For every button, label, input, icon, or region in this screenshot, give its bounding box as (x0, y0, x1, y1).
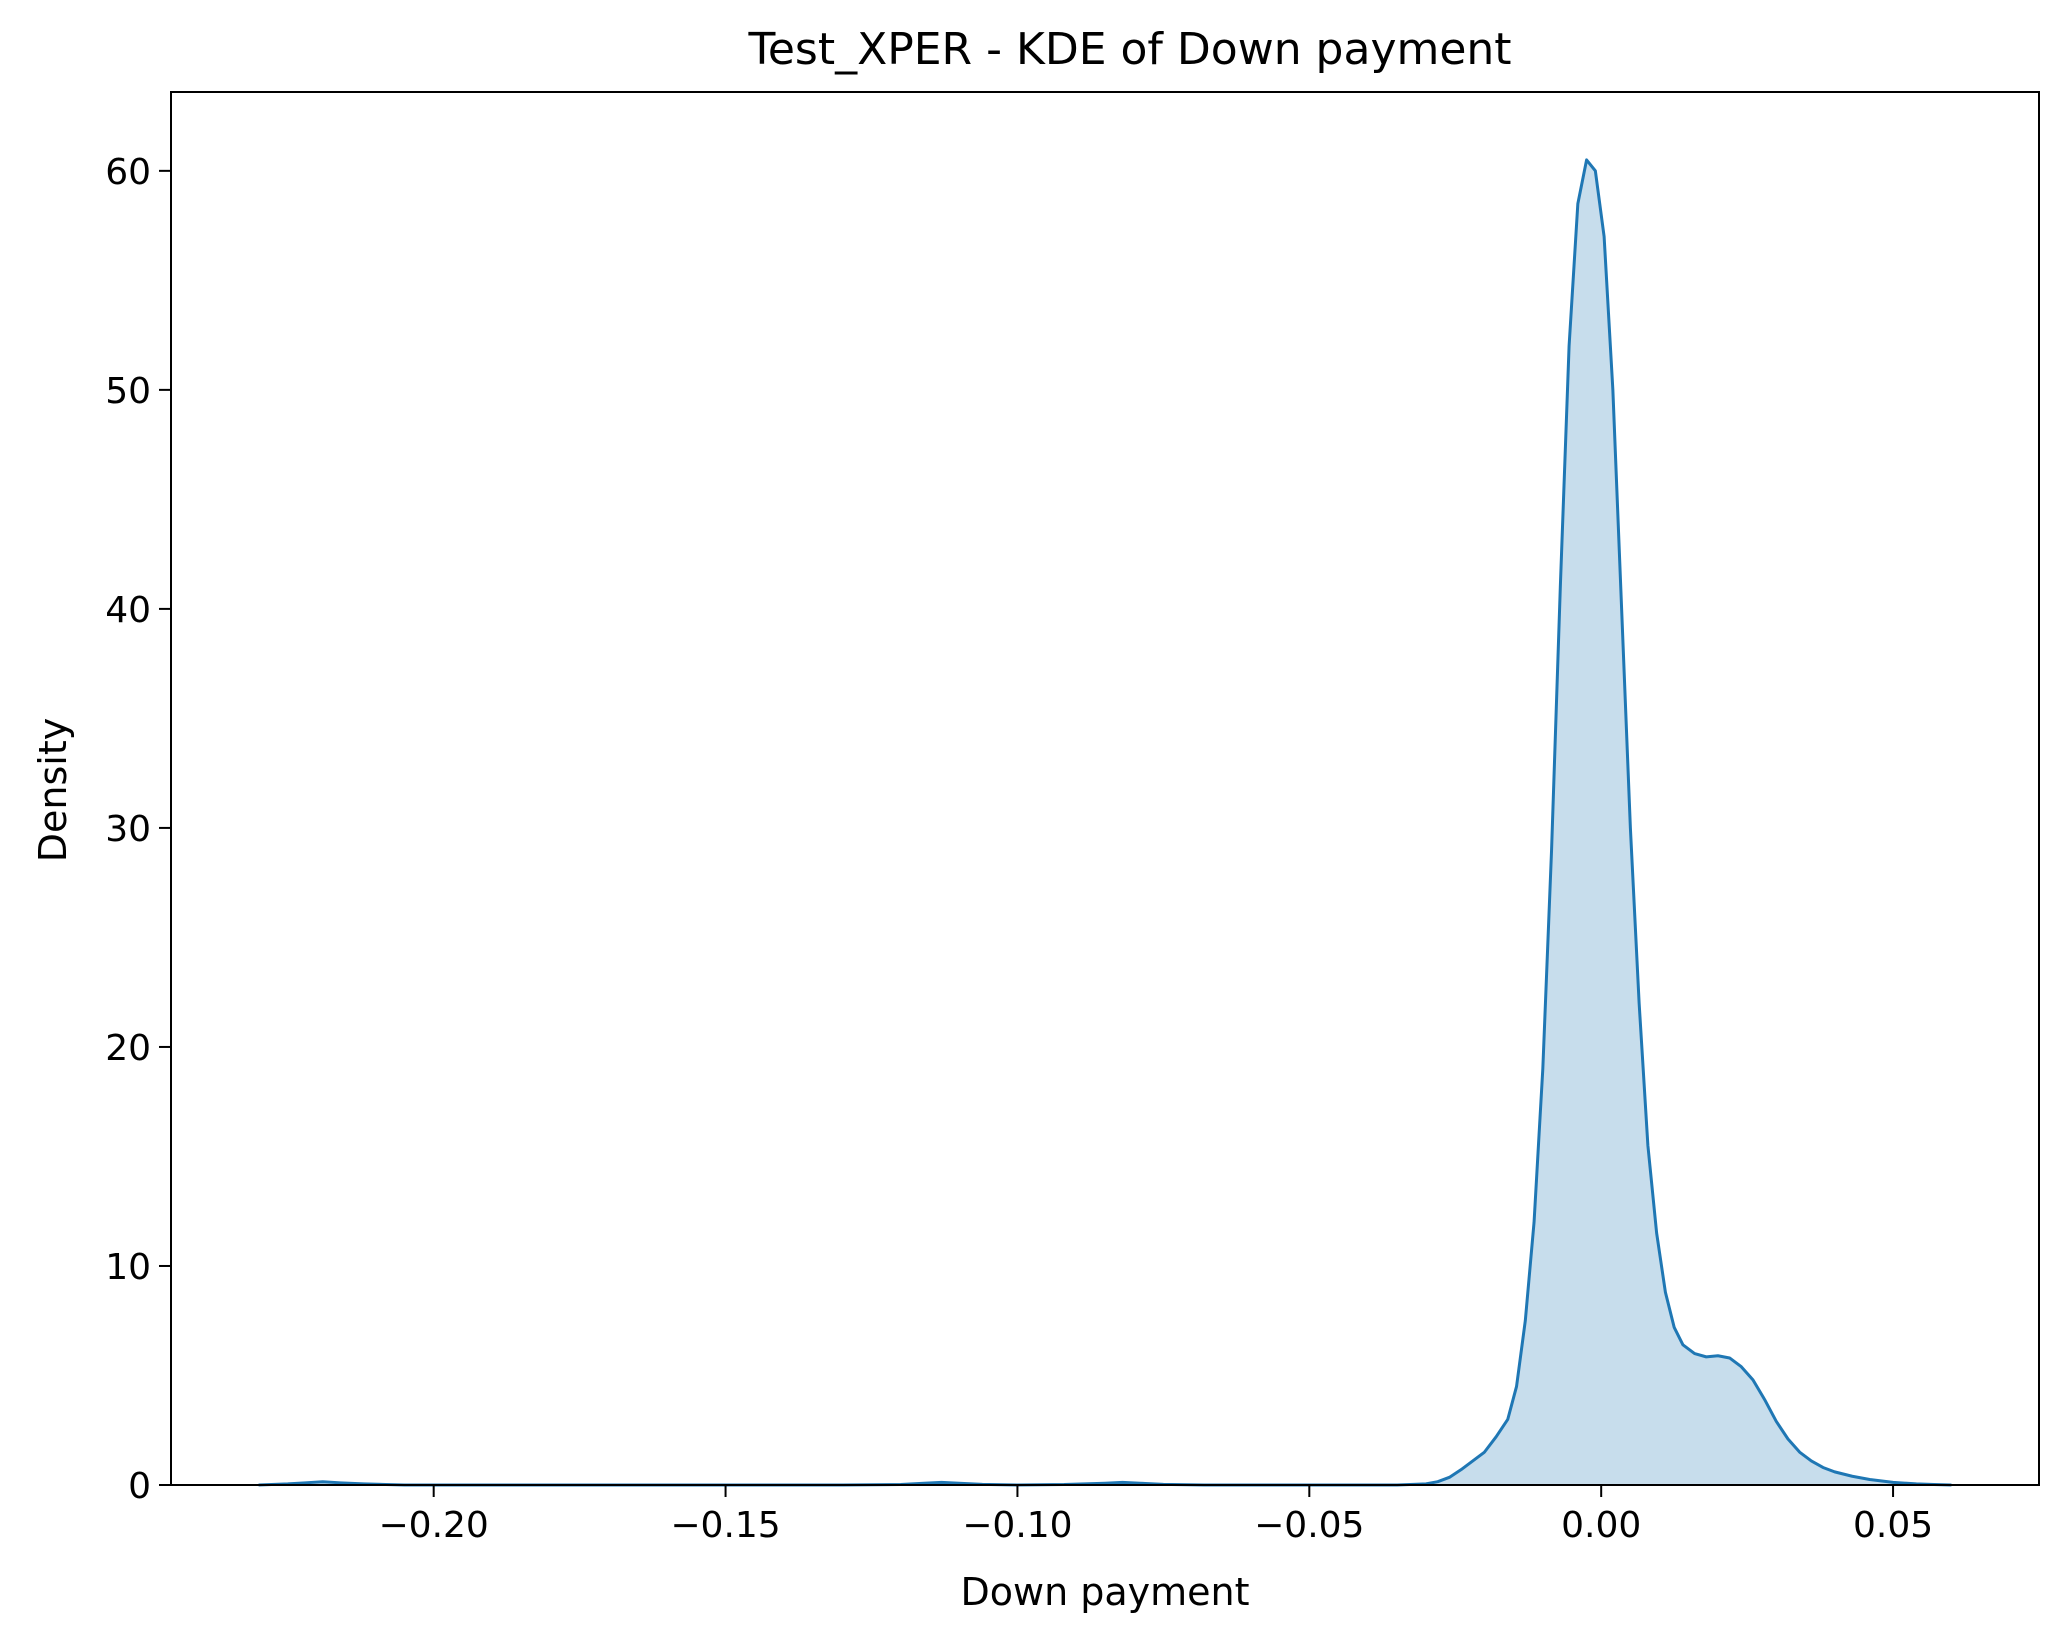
x-axis-ticks: −0.20 −0.15 −0.10 −0.05 0.00 0.05 (379, 1485, 1933, 1546)
x-tick-label: −0.10 (962, 1505, 1072, 1546)
x-tick-label: 0.00 (1561, 1505, 1641, 1546)
kde-line-0 (258, 158, 1952, 1487)
x-tick-label: −0.15 (670, 1505, 780, 1546)
y-tick-label: 60 (105, 152, 151, 193)
y-tick-label: 20 (105, 1028, 151, 1069)
y-tick-label: 30 (105, 809, 151, 850)
x-axis-label: Down payment (960, 1570, 1249, 1614)
y-tick-label: 50 (105, 371, 151, 412)
y-axis-label: Density (31, 718, 75, 862)
kde-area-fill-0 (258, 159, 1952, 1485)
plot-area (258, 158, 1952, 1487)
y-tick-label: 40 (105, 590, 151, 631)
x-tick-label: −0.20 (379, 1505, 489, 1546)
x-tick-label: 0.05 (1853, 1505, 1933, 1546)
x-tick-label: −0.05 (1254, 1505, 1364, 1546)
y-axis-ticks: 0 10 20 30 40 50 60 (105, 152, 171, 1507)
axes-frame (170, 91, 2040, 1486)
y-tick-label: 0 (128, 1466, 151, 1507)
y-tick-label: 10 (105, 1247, 151, 1288)
chart-title: Test_XPER - KDE of Down payment (747, 24, 1511, 75)
